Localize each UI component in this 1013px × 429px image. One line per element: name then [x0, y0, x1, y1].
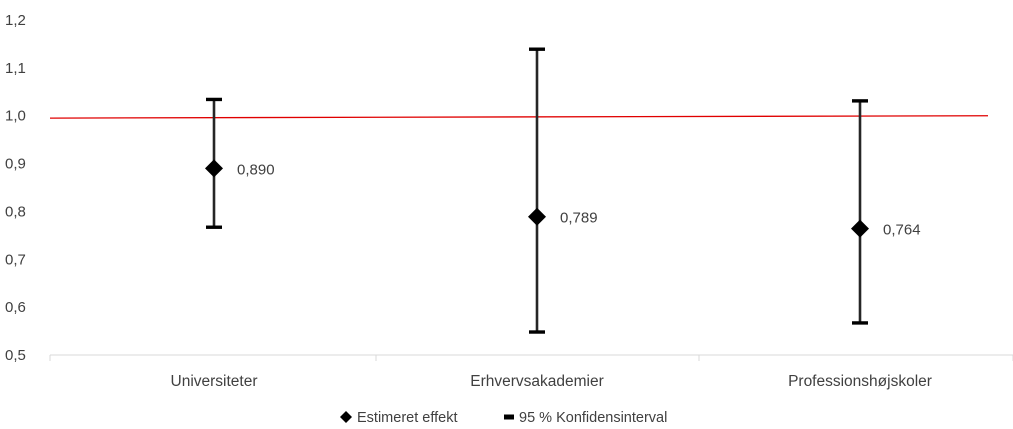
legend-label-estimate: Estimeret effekt	[357, 410, 457, 426]
x-tick-label: Professionshøjskoler	[788, 373, 932, 390]
y-tick-label: 0,6	[5, 299, 26, 316]
y-tick-label: 0,7	[5, 251, 26, 268]
estimate-point	[851, 219, 869, 238]
x-tick-label: Erhvervsakademier	[470, 373, 604, 390]
confidence-interval-group	[206, 47, 868, 334]
x-tick-label: Universiteter	[171, 373, 258, 390]
y-tick-label: 1,2	[5, 12, 26, 29]
y-axis-tick-labels: 0,5 0,6 0,7 0,8 0,9 1,0 1,1 1,2	[5, 12, 26, 364]
legend-label-ci: 95 % Konfidensinterval	[519, 410, 667, 426]
reference-line-group	[49, 115, 989, 119]
y-tick-label: 0,9	[5, 156, 26, 173]
reference-line	[49, 115, 989, 119]
y-tick-label: 1,0	[5, 108, 26, 125]
data-label: 0,890	[237, 161, 275, 178]
y-tick-label: 0,5	[5, 347, 26, 364]
data-label: 0,764	[883, 222, 921, 239]
estimate-points-group	[205, 159, 869, 238]
data-label: 0,789	[560, 210, 598, 227]
legend: Estimeret effekt 95 % Konfidensinterval	[340, 410, 667, 426]
y-tick-label: 1,1	[5, 60, 26, 77]
legend-marker-ci	[504, 414, 514, 420]
estimate-point	[528, 207, 546, 226]
legend-marker-estimate	[340, 411, 352, 423]
estimate-point	[205, 159, 223, 178]
data-labels-group: 0,890 0,789 0,764	[237, 161, 921, 238]
x-axis: Universiteter Erhvervsakademier Profession…	[49, 354, 1013, 390]
y-tick-label: 0,8	[5, 203, 26, 220]
